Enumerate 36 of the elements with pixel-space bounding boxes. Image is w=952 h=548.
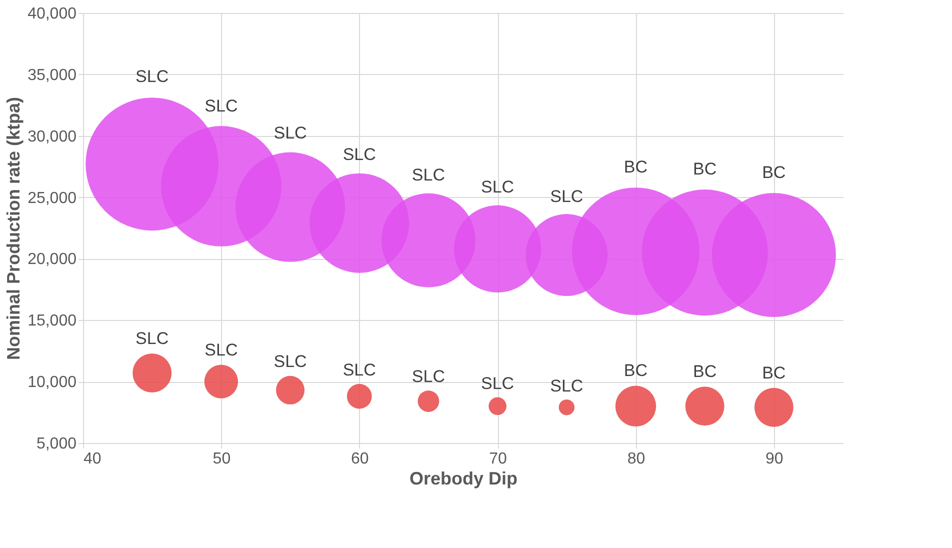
data-label: SLC xyxy=(136,67,169,86)
x-tick-label: 80 xyxy=(627,450,646,468)
data-label: SLC xyxy=(274,352,307,372)
data-label: SLC xyxy=(274,123,307,142)
x-tick-label: 60 xyxy=(350,450,369,468)
y-tick-label: 15,000 xyxy=(28,312,77,330)
data-label: SLC xyxy=(481,178,514,197)
data-label: SLC xyxy=(412,367,445,386)
data-label: BC xyxy=(693,159,717,178)
data-label: SLC xyxy=(342,144,376,164)
data-label: SLC xyxy=(481,374,514,394)
y-tick-label: 35,000 xyxy=(28,66,77,84)
data-label: SLC xyxy=(550,376,584,396)
data-label: BC xyxy=(762,163,786,182)
data-label: SLC xyxy=(550,186,584,206)
data-label: SLC xyxy=(204,340,238,360)
x-tick-label: 70 xyxy=(489,450,508,468)
x-tick-label: 40 xyxy=(84,450,102,468)
data-label: SLC xyxy=(342,360,376,380)
y-tick-label: 25,000 xyxy=(28,190,77,207)
y-tick-label: 20,000 xyxy=(28,251,77,268)
x-tick-label: 50 xyxy=(212,450,231,468)
data-label: SLC xyxy=(204,96,238,116)
data-label: BC xyxy=(762,363,786,382)
x-tick-label: 90 xyxy=(766,450,784,468)
y-tick-label: 10,000 xyxy=(28,374,77,392)
y-tick-label: 40,000 xyxy=(28,6,77,22)
y-tick-label: 30,000 xyxy=(28,128,77,146)
x-axis-title: Orebody Dip xyxy=(409,468,518,488)
data-label: SLC xyxy=(136,328,169,348)
data-label: BC xyxy=(693,362,717,382)
y-axis-title: Nominal Production rate (ktpa) xyxy=(4,96,24,360)
data-label: BC xyxy=(624,361,648,380)
data-label: SLC xyxy=(412,165,445,184)
y-tick-label: 5,000 xyxy=(36,436,77,452)
data-label: BC xyxy=(624,157,648,176)
